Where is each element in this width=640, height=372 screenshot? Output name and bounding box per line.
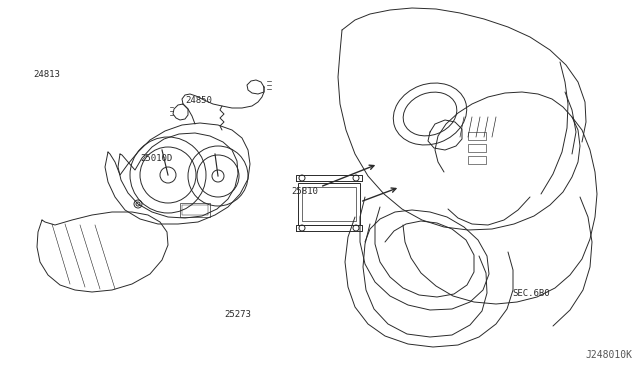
Bar — [298, 183, 360, 225]
Text: SEC.6B0: SEC.6B0 — [512, 289, 550, 298]
Bar — [182, 205, 208, 215]
Bar — [468, 156, 486, 164]
Bar — [180, 203, 210, 217]
Text: 25810: 25810 — [291, 187, 318, 196]
Text: J248010K: J248010K — [585, 350, 632, 360]
Text: 25010D: 25010D — [141, 154, 173, 163]
Bar — [468, 144, 486, 152]
Text: 25273: 25273 — [224, 310, 251, 319]
Text: 24813: 24813 — [33, 70, 60, 79]
Bar — [468, 132, 486, 140]
Text: 24850: 24850 — [186, 96, 212, 105]
Bar — [302, 187, 356, 221]
